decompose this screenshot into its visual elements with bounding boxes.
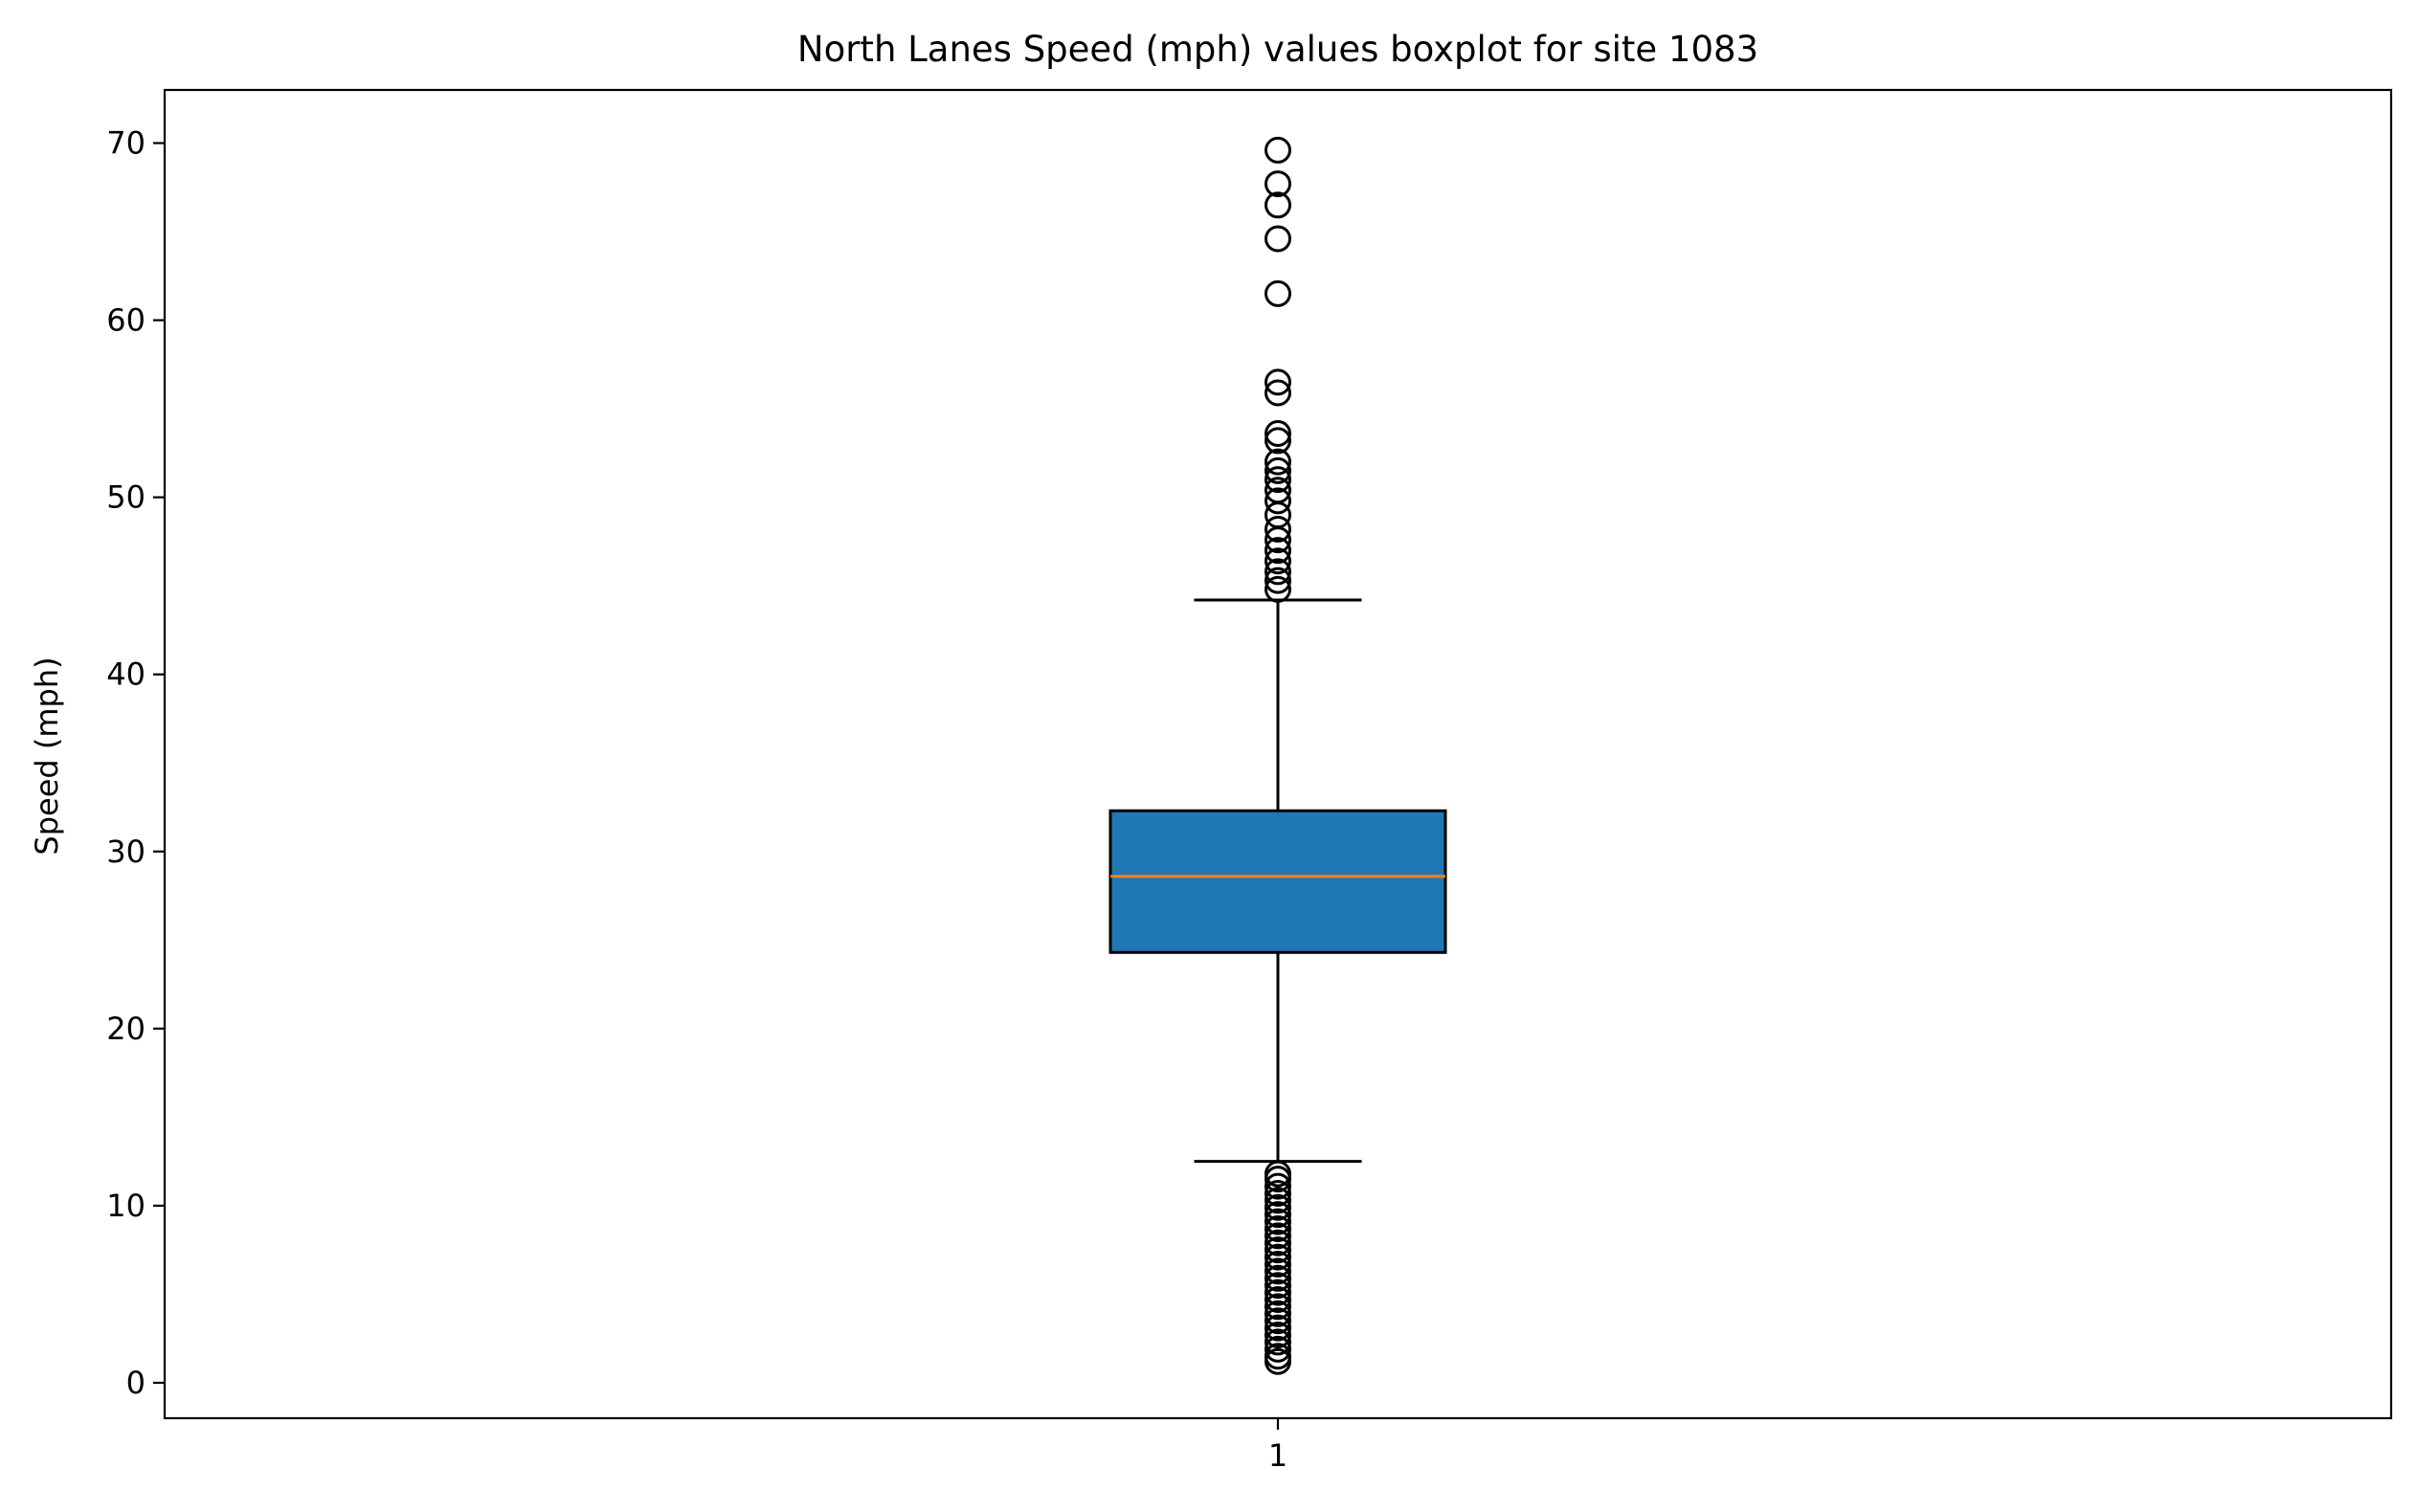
outlier-point [1264,1279,1291,1306]
y-tick-label: 40 [106,656,145,693]
outlier-point [1264,567,1291,594]
outlier-point [1264,1193,1291,1221]
chart-title: North Lanes Speed (mph) values boxplot f… [797,29,1758,70]
y-axis-label: Speed (mph) [29,656,65,855]
outlier-point [1264,1264,1291,1292]
outlier-point [1264,279,1291,307]
iqr-box [1108,809,1447,954]
outlier-point [1264,448,1291,476]
outlier-point [1264,547,1291,575]
outlier-point [1264,477,1291,504]
outlier-point [1264,1229,1291,1256]
outlier-point [1264,1293,1291,1321]
outlier-point [1264,379,1291,407]
outlier-point [1264,1201,1291,1229]
outlier-point [1264,575,1291,603]
outlier-point [1264,1328,1291,1356]
outlier-point [1264,1286,1291,1314]
outlier-point [1264,1343,1291,1370]
plot-area: 0 10 20 30 40 50 60 70 1 [106,125,1447,1474]
outlier-point [1264,537,1291,565]
y-tick-label: 10 [106,1188,145,1224]
outlier-point [1264,558,1291,586]
outlier-point [1264,1243,1291,1271]
y-tick-label: 70 [106,125,145,162]
outlier-point [1264,1335,1291,1363]
outlier-point [1264,515,1291,543]
outlier-point [1264,1250,1291,1278]
y-tick-label: 20 [106,1011,145,1047]
outlier-point [1264,368,1291,396]
y-tick-label: 60 [106,302,145,339]
outlier-point [1264,466,1291,494]
outlier-point [1264,1208,1291,1235]
outlier-point [1264,456,1291,484]
outlier-point [1264,225,1291,253]
outlier-point [1264,170,1291,198]
outlier-point [1264,1314,1291,1342]
y-tick-label: 0 [126,1365,145,1401]
outlier-point [1264,427,1291,455]
outlier-point [1264,1160,1291,1188]
outlier-point [1264,1187,1291,1214]
outlier-point [1264,1257,1291,1285]
plot-frame [163,88,2393,1420]
y-tick-label: 30 [106,834,145,870]
outlier-point [1264,487,1291,515]
outlier-point [1264,1307,1291,1335]
outlier-point [1264,1179,1291,1207]
outlier-point [1264,1222,1291,1250]
outlier-point [1264,1236,1291,1264]
outlier-point [1264,1322,1291,1349]
outlier-point [1264,420,1291,448]
outlier-point [1264,1172,1291,1200]
y-tick-label: 50 [106,479,145,516]
outlier-point [1264,1214,1291,1242]
outlier-point [1264,136,1291,164]
x-tick-label: 1 [1268,1437,1287,1474]
outlier-point [1264,1300,1291,1327]
outlier-point [1264,191,1291,219]
outlier-point [1264,1272,1291,1300]
